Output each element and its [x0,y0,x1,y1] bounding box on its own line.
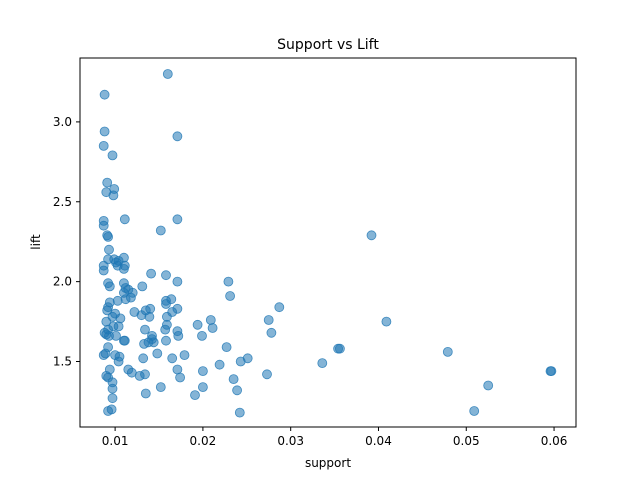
data-point-95 [167,353,178,364]
x-axis-title: support [305,456,351,470]
data-point-76 [144,311,155,322]
x-tick-label-3: 0.04 [365,434,392,448]
data-point-82 [147,334,157,345]
x-tick-label-1: 0.02 [190,434,217,448]
data-point-49 [119,335,130,346]
data-point-83 [152,348,163,359]
data-point-47 [111,330,121,341]
points-layer [98,69,557,418]
data-point-68 [138,353,149,364]
data-point-61 [107,393,118,404]
data-point-103 [175,372,186,383]
data-point-116 [225,291,236,301]
y-axis-title: lift [29,234,43,250]
data-point-104 [179,350,190,361]
data-point-113 [214,359,225,370]
data-point-126 [317,358,328,369]
data-point-33 [112,295,123,306]
data-point-121 [242,353,253,364]
data-point-69 [140,388,151,399]
data-point-110 [197,382,208,393]
data-point-96 [172,303,183,314]
y-axis: 1.5 2.0 2.5 3.0 [53,115,80,369]
data-point-118 [232,385,243,396]
chart-title: Support vs Lift [277,37,379,53]
data-point-7 [108,190,119,201]
data-point-3 [107,150,118,161]
data-point-112 [207,323,218,333]
data-point-125 [274,302,285,313]
x-tick-label-0: 0.01 [102,434,129,448]
data-point-60 [107,383,118,394]
data-point-67 [140,369,150,380]
data-point-13 [104,244,114,255]
data-point-42 [113,321,124,332]
data-point-124 [266,327,277,338]
data-point-117 [228,374,239,385]
data-point-101 [172,276,183,287]
data-point-4 [102,177,113,188]
data-point-105 [155,382,166,393]
data-point-52 [98,350,109,361]
data-point-115 [223,276,234,287]
data-point-133 [483,380,494,391]
data-point-74 [145,303,156,314]
data-point-131 [442,346,453,357]
x-axis: 0.01 0.02 0.03 0.04 0.05 0.06 [102,427,568,448]
data-point-130 [381,316,392,327]
data-point-85 [161,270,171,281]
x-tick-label-5: 0.06 [541,434,568,448]
x-tick-label-4: 0.05 [453,434,480,448]
data-point-84 [155,225,166,236]
data-point-132 [469,406,480,416]
data-point-106 [190,390,200,401]
data-point-98 [173,330,184,341]
data-point-1 [99,126,110,137]
data-point-72 [137,281,148,292]
data-point-32 [120,294,131,305]
data-point-23 [98,265,109,276]
data-point-78 [140,324,150,335]
data-point-135 [546,366,557,377]
data-point-111 [205,315,216,325]
data-point-8 [119,214,130,225]
data-point-128 [334,343,345,354]
data-point-91 [160,324,171,335]
data-point-119 [234,407,245,418]
data-point-10 [98,220,109,231]
data-point-12 [103,231,113,242]
data-point-0 [99,89,110,100]
y-tick-label-3: 3.0 [53,115,72,129]
y-tick-label-2: 2.5 [53,195,72,209]
data-point-63 [106,404,117,415]
data-point-99 [172,214,183,225]
data-point-39 [115,313,126,324]
x-tick-label-2: 0.03 [277,434,304,448]
data-point-92 [161,335,171,346]
data-point-21 [119,263,129,274]
data-point-129 [366,230,377,241]
y-tick-label-0: 1.5 [53,355,72,369]
data-point-89 [162,69,173,79]
data-point-109 [197,366,208,377]
data-point-80 [139,338,150,349]
data-point-122 [262,369,272,380]
data-point-123 [263,315,274,325]
data-point-2 [98,140,109,151]
data-point-108 [197,330,207,341]
y-tick-label-1: 2.0 [53,275,72,289]
plot-frame [79,57,577,428]
data-point-107 [192,319,203,330]
data-point-100 [172,131,183,142]
data-point-75 [146,268,157,279]
data-point-114 [221,342,232,353]
data-point-25 [104,281,115,292]
data-point-18 [119,252,129,263]
data-point-55 [113,356,124,367]
data-point-93 [166,294,177,305]
